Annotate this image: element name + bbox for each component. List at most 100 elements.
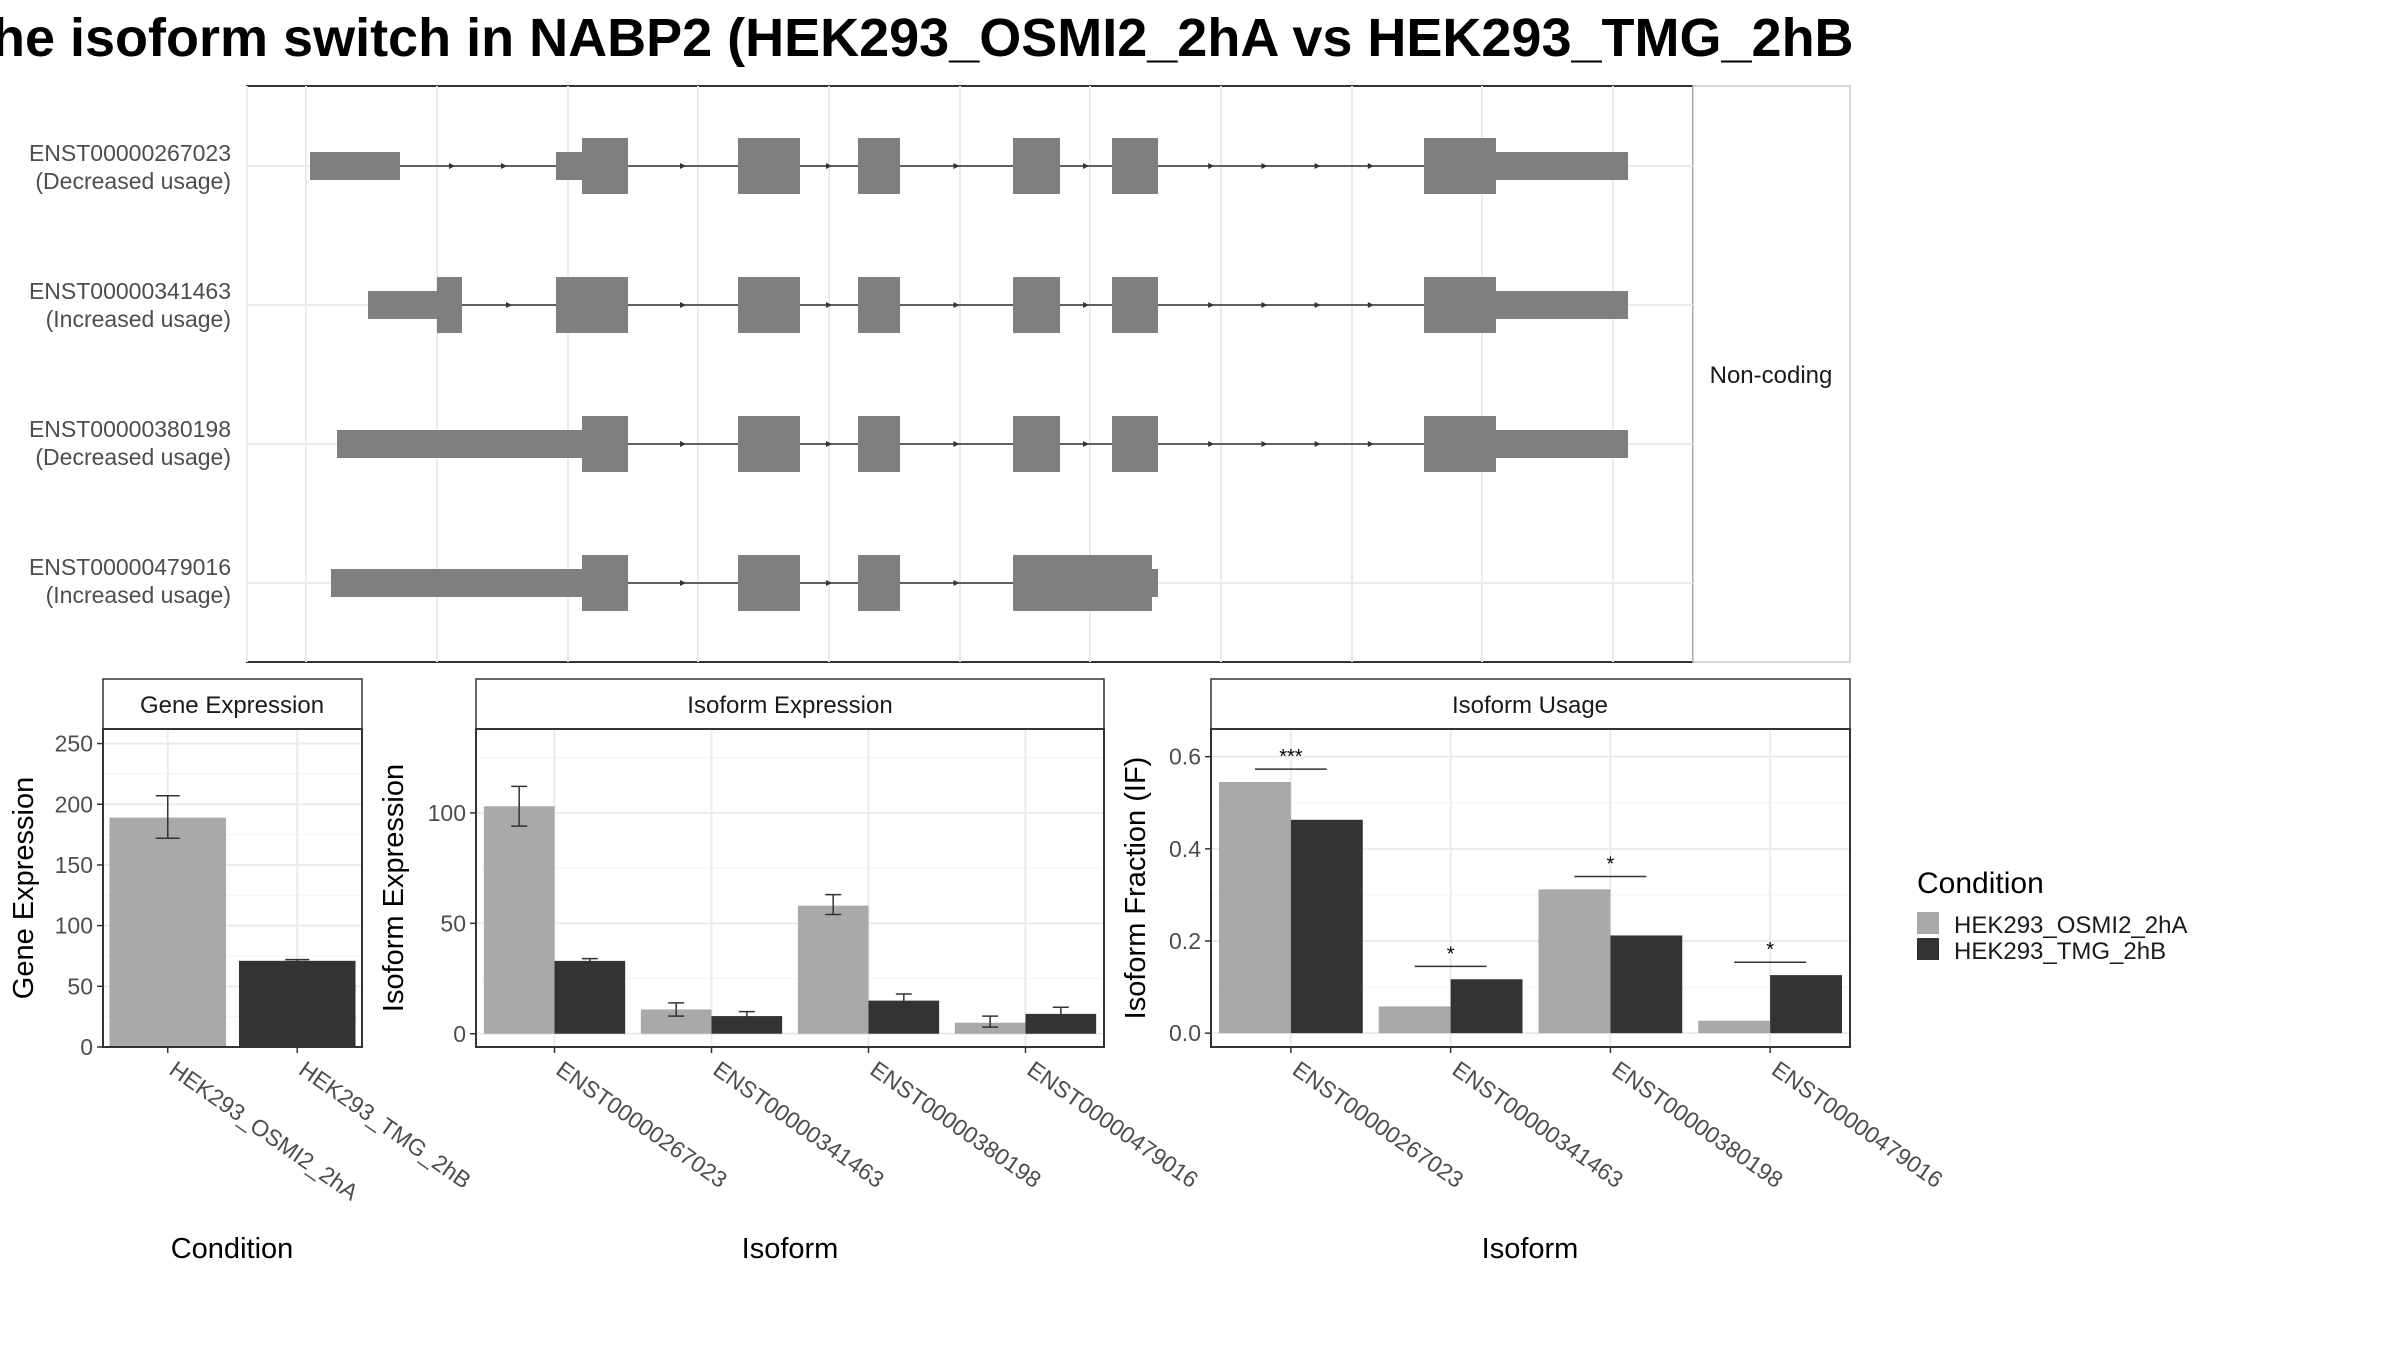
isoform-usage-strip bbox=[1210, 678, 1851, 730]
bar bbox=[1290, 819, 1363, 1034]
exon bbox=[1496, 291, 1628, 319]
strand-arrow bbox=[826, 441, 832, 447]
exon bbox=[310, 152, 400, 180]
transcript-note-4: (Increased usage) bbox=[46, 582, 231, 608]
strand-arrow bbox=[1261, 163, 1268, 169]
legend-item-2: HEK293_TMG_2hB bbox=[1954, 938, 2166, 965]
bar bbox=[797, 905, 869, 1034]
strand-arrow bbox=[953, 580, 960, 586]
exon bbox=[1496, 430, 1628, 458]
exon bbox=[1424, 277, 1496, 333]
legend-swatch-2 bbox=[1917, 938, 1939, 960]
strand-arrow bbox=[953, 163, 960, 169]
gene-expression-strip bbox=[102, 678, 363, 730]
exon bbox=[1152, 569, 1158, 597]
y-tick-label: 150 bbox=[55, 852, 93, 878]
exon bbox=[437, 277, 462, 333]
strand-arrow bbox=[1208, 302, 1215, 308]
exon bbox=[331, 569, 582, 597]
exon bbox=[738, 138, 800, 194]
strand-arrow bbox=[1083, 163, 1089, 169]
significance-label: * bbox=[1447, 943, 1455, 965]
strand-arrow bbox=[680, 302, 686, 308]
exon bbox=[858, 138, 900, 194]
isoform-usage-title: Isoform Usage bbox=[1452, 692, 1608, 719]
exon bbox=[582, 555, 628, 611]
strand-arrow bbox=[1083, 302, 1089, 308]
strand-arrow bbox=[1314, 302, 1321, 308]
exon bbox=[1013, 277, 1060, 333]
bar bbox=[1450, 979, 1523, 1034]
exon bbox=[738, 555, 800, 611]
bar bbox=[238, 960, 356, 1047]
strand-arrow bbox=[1083, 441, 1089, 447]
bar bbox=[109, 817, 227, 1047]
transcript-strip bbox=[1692, 85, 1851, 663]
y-tick-label: 50 bbox=[67, 973, 93, 999]
x-tick-label: ENST00000479016 bbox=[1767, 1056, 1947, 1193]
strand-arrow bbox=[1367, 441, 1374, 447]
transcript-row-1 bbox=[310, 138, 1628, 194]
bar bbox=[1610, 935, 1683, 1034]
bar bbox=[483, 806, 555, 1034]
bar bbox=[1218, 782, 1291, 1034]
exon bbox=[1013, 138, 1060, 194]
strand-arrow bbox=[1261, 441, 1268, 447]
y-tick-label: 0.2 bbox=[1169, 928, 1201, 954]
strand-arrow bbox=[1208, 163, 1215, 169]
exon bbox=[582, 416, 628, 472]
y-tick-label: 200 bbox=[55, 791, 93, 817]
significance-label: * bbox=[1766, 939, 1774, 961]
strand-arrow bbox=[1314, 441, 1321, 447]
figure-title: he isoform switch in NABP2 (HEK293_OSMI2… bbox=[0, 8, 1854, 68]
y-tick-label: 250 bbox=[55, 731, 93, 757]
strand-arrow bbox=[953, 441, 960, 447]
strand-arrow bbox=[1367, 302, 1374, 308]
exon bbox=[858, 416, 900, 472]
gene-expression-frame bbox=[102, 728, 363, 1048]
y-tick-label: 0.4 bbox=[1169, 836, 1201, 862]
legend-swatch-1 bbox=[1917, 912, 1939, 934]
bar bbox=[554, 960, 626, 1034]
exon bbox=[738, 277, 800, 333]
exon bbox=[1112, 416, 1158, 472]
legend-title: Condition bbox=[1917, 867, 2044, 900]
legend-item-1: HEK293_OSMI2_2hA bbox=[1954, 912, 2187, 939]
isoform-expression-frame bbox=[475, 728, 1105, 1048]
bar bbox=[1770, 975, 1843, 1034]
strand-arrow bbox=[1261, 302, 1268, 308]
y-tick-label: 100 bbox=[55, 913, 93, 939]
strand-arrow bbox=[680, 441, 686, 447]
y-tick-label: 0.6 bbox=[1169, 744, 1201, 770]
x-tick-label: ENST00000267023 bbox=[1288, 1056, 1468, 1193]
exon bbox=[556, 152, 582, 180]
bar bbox=[1538, 889, 1611, 1034]
transcript-label-3: ENST00000380198 bbox=[29, 416, 231, 442]
exon bbox=[1013, 555, 1152, 611]
transcript-label-2: ENST00000341463 bbox=[29, 278, 231, 304]
exon bbox=[1424, 416, 1496, 472]
exon bbox=[1496, 152, 1628, 180]
transcript-note-3: (Decreased usage) bbox=[35, 444, 231, 470]
y-tick-label: 0 bbox=[80, 1034, 93, 1060]
exon bbox=[1112, 277, 1158, 333]
isoform-expression-x-label: Isoform bbox=[742, 1233, 839, 1265]
isoform-usage-x-label: Isoform bbox=[1482, 1233, 1579, 1265]
transcript-row-3 bbox=[337, 416, 1628, 472]
strand-arrow bbox=[501, 163, 507, 169]
significance-label: * bbox=[1606, 853, 1614, 875]
bar bbox=[1698, 1020, 1771, 1034]
transcript-labels: ENST00000267023 (Decreased usage) ENST00… bbox=[29, 140, 231, 608]
gene-expression-y-label: Gene Expression bbox=[8, 777, 40, 999]
gene-expression-title: Gene Expression bbox=[140, 692, 324, 719]
strand-arrow bbox=[1208, 441, 1215, 447]
strand-arrow bbox=[449, 163, 455, 169]
transcript-structures bbox=[310, 138, 1628, 611]
transcript-note-1: (Decreased usage) bbox=[35, 168, 231, 194]
exon bbox=[738, 416, 800, 472]
transcript-row-4 bbox=[331, 555, 1158, 611]
exon bbox=[582, 138, 628, 194]
isoform-expression-plot: 050100ENST00000267023ENST00000341463ENST… bbox=[428, 729, 1203, 1193]
transcript-panel: Non-coding ENST00000267023 (Decreased us… bbox=[29, 85, 1851, 663]
